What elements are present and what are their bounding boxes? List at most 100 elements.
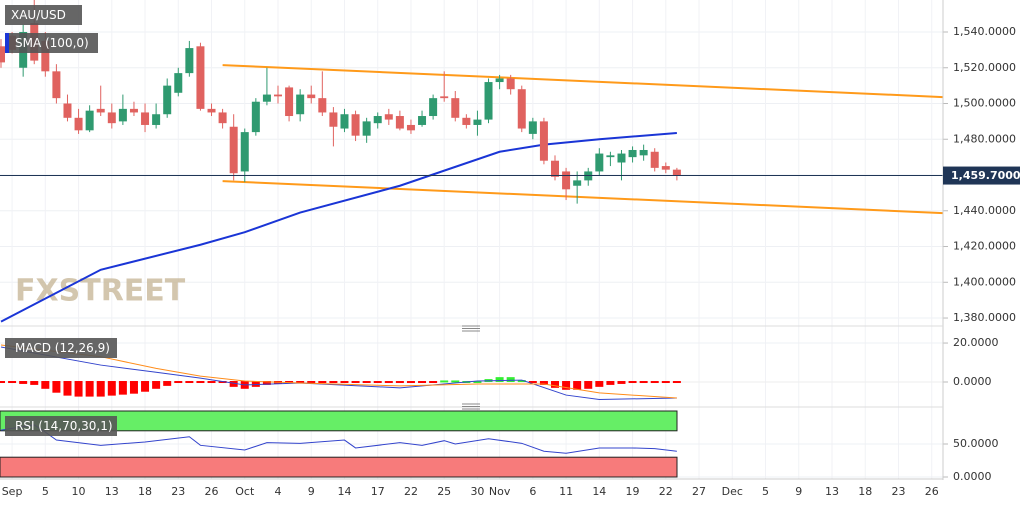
y-tick-label: 0.0000 <box>953 470 992 483</box>
y-tick-label: 1,520.0000 <box>953 61 1016 74</box>
x-tick-label: 18 <box>858 485 872 498</box>
histogram-bar <box>285 381 294 384</box>
x-tick-label: 10 <box>72 485 86 498</box>
candle-body <box>329 112 338 127</box>
histogram-bar <box>539 381 548 385</box>
rsi-box[interactable] <box>5 416 117 436</box>
y-tick-label: 1,480.0000 <box>953 132 1016 145</box>
histogram-bar <box>672 381 681 384</box>
candle-body <box>129 108 138 113</box>
resize-grip[interactable] <box>462 325 480 332</box>
histogram-bar <box>418 381 427 384</box>
x-tick-label: 9 <box>308 485 315 498</box>
sma-swatch <box>5 33 9 53</box>
candle-body <box>595 153 604 172</box>
x-tick-label: 13 <box>825 485 839 498</box>
candle-body <box>52 71 61 99</box>
histogram-bar <box>229 381 238 387</box>
candle-body <box>351 114 360 136</box>
grid <box>0 0 943 479</box>
candle-body <box>41 40 50 72</box>
candle-body <box>573 180 582 186</box>
histogram-bar <box>362 381 371 384</box>
candle-body <box>74 117 83 131</box>
y-tick-label: 1,400.0000 <box>953 275 1016 288</box>
histogram-bar <box>174 381 183 384</box>
candle-body <box>650 151 659 168</box>
macd-box[interactable] <box>5 338 117 358</box>
resize-grip[interactable] <box>462 403 480 410</box>
x-tick-label: 27 <box>692 485 706 498</box>
x-tick-label: 14 <box>337 485 351 498</box>
candle-body <box>174 73 183 93</box>
candle-body <box>373 116 382 124</box>
y-tick-label: 1,500.0000 <box>953 97 1016 110</box>
candle-body <box>451 98 460 118</box>
x-tick-label: Sep <box>2 485 23 498</box>
x-tick-label: 5 <box>42 485 49 498</box>
sma-box[interactable] <box>5 33 98 53</box>
x-tick-label: 19 <box>626 485 640 498</box>
candle-body <box>340 114 349 129</box>
y-tick-label: 1,440.0000 <box>953 204 1016 217</box>
x-tick-label: 18 <box>138 485 152 498</box>
candle-body <box>63 103 72 118</box>
histogram-bar <box>163 381 172 386</box>
rsi-panel <box>0 410 678 478</box>
candle-body <box>274 94 282 97</box>
histogram-bar <box>340 381 349 384</box>
histogram-bar <box>329 381 338 384</box>
y-tick-label: 1,540.0000 <box>953 25 1016 38</box>
histogram-bar <box>384 381 393 384</box>
candle-body <box>495 78 504 83</box>
symbol-box[interactable] <box>5 5 82 25</box>
x-tick-label: 23 <box>891 485 905 498</box>
histogram-bar <box>152 381 161 389</box>
y-tick-label: 1,420.0000 <box>953 240 1016 253</box>
candle-body <box>517 89 526 129</box>
histogram-bar <box>296 381 305 384</box>
histogram-bar <box>562 381 571 390</box>
histogram-bar <box>617 381 626 384</box>
candle-body <box>296 94 305 115</box>
y-tick-label: 50.0000 <box>953 437 999 450</box>
histogram-bar <box>406 381 415 384</box>
histogram-bar <box>473 381 482 384</box>
signal-line <box>0 344 677 399</box>
x-tick-label: 22 <box>659 485 673 498</box>
histogram-bar <box>551 381 559 388</box>
histogram-bar <box>451 380 460 383</box>
histogram-bar <box>307 381 316 384</box>
x-tick-label: 23 <box>171 485 185 498</box>
histogram-bar <box>506 377 515 383</box>
candle-body <box>218 112 227 124</box>
histogram-bar <box>196 381 205 384</box>
histogram-bar <box>63 381 72 396</box>
y-tick-label: 20.0000 <box>953 336 999 349</box>
candle-body <box>528 121 537 134</box>
histogram-bar <box>141 381 150 392</box>
candle-body <box>307 94 316 99</box>
histogram-bar <box>595 381 604 387</box>
histogram-bar <box>85 381 94 397</box>
x-tick-label: 11 <box>559 485 573 498</box>
histogram-bar <box>650 381 659 384</box>
candle-body <box>617 153 626 163</box>
x-tick-label: 13 <box>105 485 119 498</box>
histogram-bar <box>251 381 260 387</box>
trend-line <box>222 64 943 99</box>
histogram-bar <box>318 381 327 384</box>
candle-body <box>262 94 271 102</box>
histogram-bar <box>0 381 5 384</box>
histogram-bar <box>528 381 537 384</box>
histogram-bar <box>41 381 50 389</box>
candle-body <box>152 114 161 125</box>
histogram-bar <box>606 381 615 385</box>
x-tick-label: 22 <box>404 485 418 498</box>
histogram-bar <box>19 381 28 384</box>
candle-body <box>606 155 615 158</box>
candle-body <box>196 46 205 109</box>
x-tick-label: Oct <box>235 485 255 498</box>
histogram-bar <box>395 381 404 384</box>
